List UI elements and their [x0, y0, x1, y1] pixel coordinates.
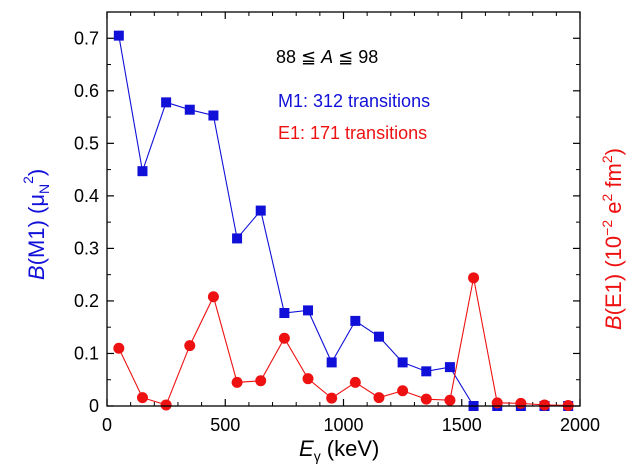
y-tick-label: 0.3: [74, 238, 99, 258]
y-tick-label: 0.1: [74, 343, 99, 363]
y-axis-right-title: B(E1) (10−2 e2 fm2): [599, 148, 626, 330]
y-tick-label: 0.4: [74, 186, 99, 206]
e1-point: [397, 385, 409, 397]
m1-point: [137, 166, 148, 177]
m1-point: [421, 366, 432, 377]
e1-point: [160, 399, 172, 411]
y-right-sup: −2: [599, 220, 615, 236]
y-left-sup: 2: [20, 176, 36, 184]
m1-point: [161, 97, 172, 108]
m1-point: [444, 362, 455, 373]
x-axis-title: Eγ (keV): [299, 436, 379, 464]
y-tick-label: 0.6: [74, 81, 99, 101]
y-right-close: ): [601, 148, 626, 155]
y-tick-label: 0.2: [74, 291, 99, 311]
e1-point: [539, 399, 551, 411]
e1-series-line: [118, 277, 569, 407]
y-left-rest: (M1) (μ: [24, 194, 49, 265]
x-tick-label: 1500: [442, 415, 482, 435]
e1-point: [420, 393, 432, 405]
x-axis-title-sub: γ: [314, 448, 321, 464]
annotation-e1: E1: 171 transitions: [278, 123, 427, 143]
m1-point: [184, 104, 195, 115]
m1-point: [397, 357, 408, 368]
annotation-range-pre: 88 ≦: [276, 47, 321, 67]
y-left-main: B: [24, 265, 49, 280]
annotation-range: 88 ≦ A ≦ 98: [276, 47, 378, 67]
m1-point: [232, 233, 243, 244]
y-right-mid2: fm: [601, 163, 626, 194]
e1-point: [302, 373, 314, 385]
annotation-m1: M1: 312 transitions: [278, 91, 430, 111]
y-left-sub: N: [36, 184, 52, 194]
m1-point: [373, 331, 384, 342]
annotation-range-post: ≦ 98: [333, 47, 378, 67]
y-right-mid: e: [601, 202, 626, 220]
m1-point: [303, 305, 314, 316]
m1-point: [255, 205, 266, 216]
m1-point: [350, 315, 361, 326]
x-tick-label: 0: [102, 415, 112, 435]
ticks-layer: 0 500 1000 1500 2000 0 0.1 0.2 0.3 0.4 0.5 0.6 0.7: [74, 11, 600, 435]
m1-point: [279, 308, 290, 319]
y-axis-left-title: B(M1) (μN2): [20, 169, 52, 280]
e1-point: [113, 342, 125, 354]
e1-point: [207, 291, 219, 303]
e1-point: [491, 397, 503, 409]
x-axis-title-rest: (keV): [321, 436, 380, 461]
x-axis-title-main: E: [299, 436, 314, 461]
e1-point: [326, 392, 338, 404]
e1-point: [373, 392, 385, 404]
y-right-main: B: [601, 315, 626, 330]
x-tick-label: 2000: [560, 415, 600, 435]
y-right-sup2: 2: [599, 194, 615, 202]
e1-point: [184, 340, 196, 352]
y-right-rest: (E1) (10: [601, 236, 626, 315]
x-tick-label: 1000: [323, 415, 363, 435]
e1-point: [136, 392, 148, 404]
e1-point: [444, 394, 456, 406]
e1-point: [515, 397, 527, 409]
y-tick-label: 0.5: [74, 133, 99, 153]
m1-point: [113, 30, 124, 41]
y-right-sup3: 2: [599, 155, 615, 163]
y-left-close: ): [24, 169, 49, 176]
e1-point: [278, 332, 290, 344]
x-tick-label: 500: [210, 415, 240, 435]
y-tick-label: 0.7: [74, 28, 99, 48]
e1-point: [231, 376, 243, 388]
y-tick-label: 0: [89, 396, 99, 416]
m1-point: [208, 110, 219, 121]
e1-point: [255, 375, 267, 387]
m1-point: [326, 357, 337, 368]
e1-point: [349, 376, 361, 388]
e1-point: [468, 272, 480, 284]
annotation-range-var: A: [320, 47, 333, 67]
series-layer: [113, 30, 574, 411]
plot-frame: [106, 11, 581, 407]
